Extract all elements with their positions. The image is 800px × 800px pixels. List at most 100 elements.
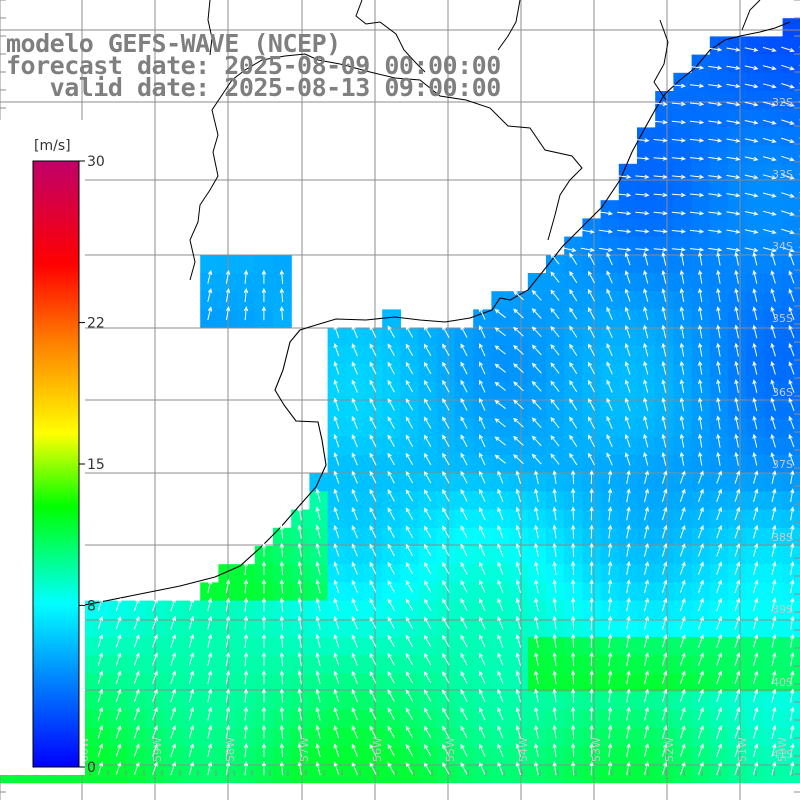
wind-cell xyxy=(491,509,511,529)
wind-arrow xyxy=(405,525,414,538)
wind-cell xyxy=(673,637,693,656)
wind-arrow xyxy=(405,434,414,447)
wind-arrow xyxy=(333,543,340,557)
lat-label: 32S xyxy=(772,96,793,109)
wind-cell xyxy=(764,527,784,547)
wind-arrow xyxy=(279,724,285,739)
wind-arrow xyxy=(580,229,595,234)
wind-arrow xyxy=(188,634,195,648)
wind-cell xyxy=(291,728,310,747)
wind-cell xyxy=(527,291,547,310)
wind-cell xyxy=(637,637,656,656)
wind-cell xyxy=(618,509,638,529)
wind-cell xyxy=(345,582,365,602)
wind-cell xyxy=(637,618,656,638)
wind-cell xyxy=(327,527,347,547)
wind-cell xyxy=(436,728,456,747)
wind-arrow xyxy=(788,415,795,430)
wind-arrow xyxy=(744,174,759,180)
wind-arrow xyxy=(790,670,795,685)
wind-arrow xyxy=(423,525,432,538)
wind-arrow xyxy=(479,306,486,320)
wind-cell xyxy=(473,455,492,474)
wind-arrow xyxy=(589,724,594,739)
wind-arrow xyxy=(752,451,758,466)
wind-arrow xyxy=(771,761,777,776)
wind-cell xyxy=(600,291,620,310)
wind-arrow xyxy=(644,470,649,484)
wind-arrow xyxy=(716,561,722,575)
wind-cell xyxy=(382,637,401,656)
wind-arrow xyxy=(479,725,486,739)
wind-cell xyxy=(746,709,765,729)
wind-arrow xyxy=(261,560,267,575)
colorbar-tick-label: 30 xyxy=(87,154,105,170)
wind-arrow xyxy=(744,211,759,216)
wind-arrow xyxy=(790,706,795,721)
wind-arrow xyxy=(698,342,703,357)
wind-cell xyxy=(364,364,383,383)
wind-arrow xyxy=(626,597,631,612)
wind-arrow xyxy=(442,543,450,557)
wind-arrow xyxy=(369,397,377,411)
wind-arrow xyxy=(423,507,432,520)
wind-cell xyxy=(91,618,110,638)
wind-arrow xyxy=(333,561,340,575)
wind-arrow xyxy=(589,542,594,557)
wind-cell xyxy=(418,746,438,765)
wind-cell xyxy=(691,655,711,674)
wind-cell xyxy=(728,709,747,729)
wind-arrow xyxy=(606,288,613,302)
wind-arrow xyxy=(243,688,249,703)
wind-cell xyxy=(345,764,365,784)
wind-arrow xyxy=(243,742,249,758)
wind-cell xyxy=(455,400,474,420)
wind-cell xyxy=(782,455,800,474)
wind-cell xyxy=(345,400,365,420)
wind-arrow xyxy=(515,761,522,776)
wind-cell xyxy=(182,746,201,765)
wind-arrow xyxy=(423,343,432,356)
wind-arrow xyxy=(698,615,704,630)
wind-arrow xyxy=(671,156,686,161)
wind-arrow xyxy=(550,325,560,338)
wind-cell xyxy=(709,618,729,638)
wind-cell xyxy=(764,618,784,638)
wind-cell xyxy=(91,709,110,729)
wind-cell xyxy=(309,564,329,583)
wind-cell xyxy=(709,455,729,474)
wind-cell xyxy=(546,254,565,274)
wind-cell xyxy=(546,400,565,420)
wind-arrow xyxy=(460,634,468,648)
wind-cell xyxy=(527,400,547,420)
wind-arrow xyxy=(170,706,176,721)
wind-cell xyxy=(345,691,365,711)
wind-cell xyxy=(509,564,529,583)
wind-arrow xyxy=(494,309,506,319)
wind-arrow xyxy=(770,397,776,412)
wind-cell xyxy=(309,491,329,511)
wind-cell xyxy=(764,91,784,110)
wind-arrow xyxy=(753,488,759,503)
wind-arrow xyxy=(387,452,395,466)
wind-cell xyxy=(418,582,438,602)
wind-cell xyxy=(582,436,602,456)
wind-cell xyxy=(728,200,747,219)
wind-arrow xyxy=(607,706,613,721)
wind-arrow xyxy=(570,488,576,503)
wind-cell xyxy=(600,637,620,656)
wind-arrow xyxy=(698,543,704,557)
wind-arrow xyxy=(771,724,777,739)
wind-cell xyxy=(782,18,800,37)
wind-cell xyxy=(527,364,547,383)
wind-arrow xyxy=(679,324,685,339)
wind-arrow xyxy=(661,597,668,612)
wind-cell xyxy=(637,436,656,456)
wind-arrow xyxy=(460,434,468,448)
wind-cell xyxy=(746,655,765,674)
wind-arrow xyxy=(552,524,557,539)
wind-arrow xyxy=(552,706,557,721)
wind-arrow xyxy=(550,307,560,320)
wind-arrow xyxy=(552,724,557,739)
